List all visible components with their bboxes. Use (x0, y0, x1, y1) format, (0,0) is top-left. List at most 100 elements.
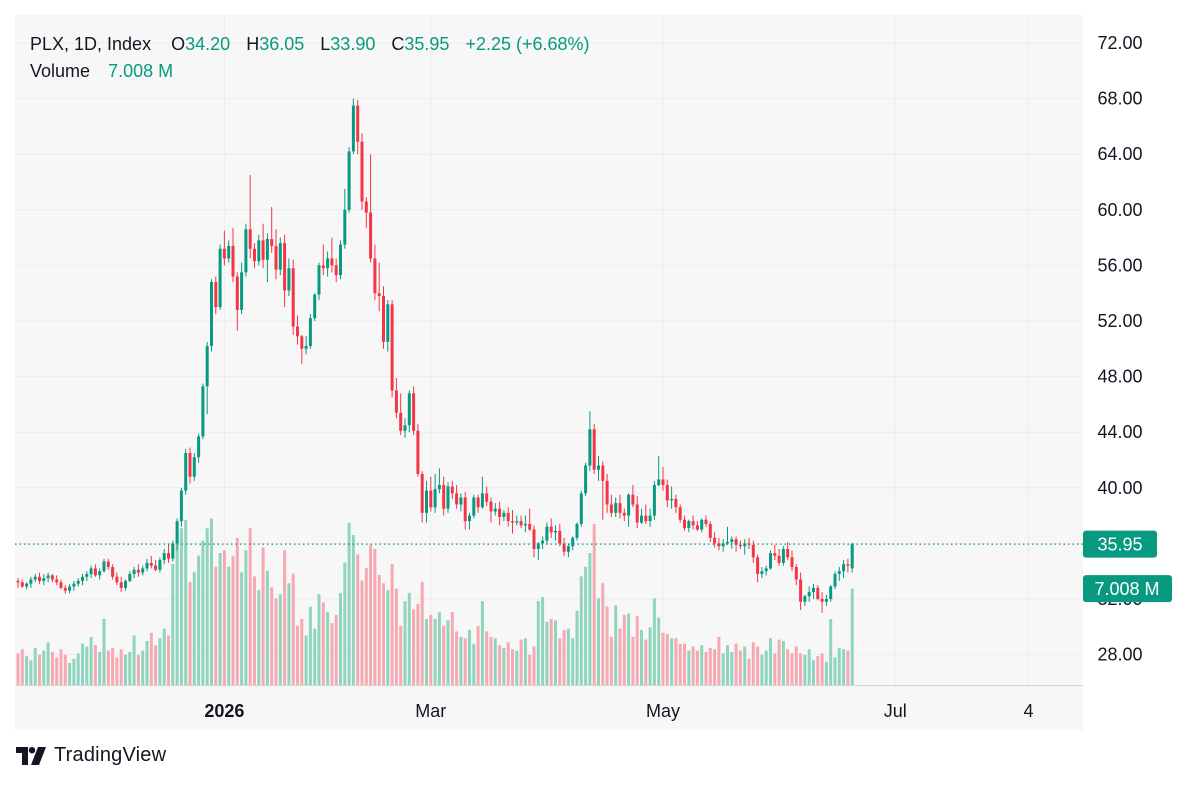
candle-body (781, 548, 785, 563)
candle-body (390, 304, 394, 391)
volume-bar (102, 619, 106, 685)
candle-body (42, 578, 46, 581)
candle-body (128, 573, 132, 581)
candle-body (369, 212, 373, 259)
volume-bar (360, 580, 364, 685)
volume-bar (145, 641, 149, 685)
volume-bar (640, 630, 643, 685)
volume-bar (455, 631, 459, 685)
candle-body (622, 512, 626, 516)
volume-bar (842, 649, 846, 685)
candle-body (201, 386, 205, 437)
volume-bar (704, 652, 708, 685)
candle-body (442, 485, 446, 509)
volume-bar (317, 594, 321, 685)
candle (489, 497, 493, 523)
tradingview-wordmark: TradingView (54, 744, 167, 766)
candle (308, 314, 312, 349)
candle-body (136, 569, 140, 573)
volume-bar (403, 601, 407, 685)
candle-body (106, 561, 110, 568)
volume-bar (106, 650, 110, 685)
candle-body (691, 521, 695, 526)
candle (300, 334, 304, 365)
candle (485, 486, 489, 506)
volume-bar (429, 614, 433, 685)
candle (184, 448, 188, 495)
high-value: 36.05 (259, 34, 305, 54)
candle-body (592, 429, 596, 470)
candle-body (730, 539, 734, 543)
volume-bar (820, 653, 824, 685)
candle-body (627, 494, 631, 516)
candle-body (291, 268, 295, 327)
time-tick-label: 4 (1023, 701, 1033, 721)
time-tick-label: 2026 (204, 701, 244, 721)
volume-bars (16, 518, 854, 685)
candle (571, 536, 575, 551)
candle (278, 237, 282, 276)
candle-body (334, 265, 338, 276)
candle-body (38, 576, 41, 581)
volume-bar (519, 639, 523, 685)
candle-body (16, 580, 20, 583)
candle-body (652, 485, 656, 516)
low-label: L (320, 34, 331, 54)
candle (106, 558, 110, 570)
candle-body (399, 412, 403, 431)
candle-body (50, 575, 54, 580)
volume-bar (437, 612, 441, 685)
candle-body (498, 508, 502, 517)
candle-body (635, 504, 639, 523)
candle-body (253, 248, 256, 262)
price-axis-background (1083, 15, 1200, 685)
candle (412, 386, 416, 435)
volume-bar (708, 647, 712, 685)
volume-bar (747, 658, 751, 685)
volume-bar (76, 653, 80, 685)
volume-bar (128, 652, 132, 685)
candle (665, 479, 669, 508)
candle (721, 539, 725, 552)
candle-body (549, 526, 553, 533)
volume-bar (803, 654, 807, 685)
candle (695, 521, 699, 531)
candle (50, 573, 54, 583)
candle-body (175, 521, 179, 544)
candle-body (726, 542, 729, 544)
volume-bar (562, 630, 566, 685)
volume-bar (321, 602, 325, 685)
volume-bar (751, 642, 755, 685)
candle (717, 537, 721, 551)
candle-body (394, 390, 398, 413)
candle (459, 493, 463, 512)
candle (442, 476, 446, 516)
tradingview-branding[interactable]: TradingView (16, 744, 166, 767)
candle-body (231, 245, 235, 277)
volume-bar (833, 657, 837, 685)
volume-bar (511, 649, 514, 685)
candle-body (433, 489, 437, 508)
volume-bar (175, 540, 179, 685)
candle-body (308, 318, 312, 347)
volume-bar (743, 646, 747, 685)
candle-body (734, 539, 738, 545)
candle (519, 515, 523, 529)
candle-body (683, 519, 686, 529)
candle-body (68, 586, 72, 591)
volume-bar (588, 553, 592, 685)
volume-bar (244, 550, 248, 685)
volume-bar (631, 636, 635, 685)
candle (244, 223, 248, 277)
candle (760, 567, 764, 579)
candle-body (210, 282, 213, 347)
volume-bar (98, 652, 102, 685)
candle-body (132, 569, 136, 574)
candle-body (154, 565, 158, 570)
candle-body (351, 105, 355, 152)
candle-body (326, 258, 330, 269)
volume-bar (657, 617, 661, 685)
candle (313, 293, 317, 321)
volume-bar (132, 635, 136, 685)
